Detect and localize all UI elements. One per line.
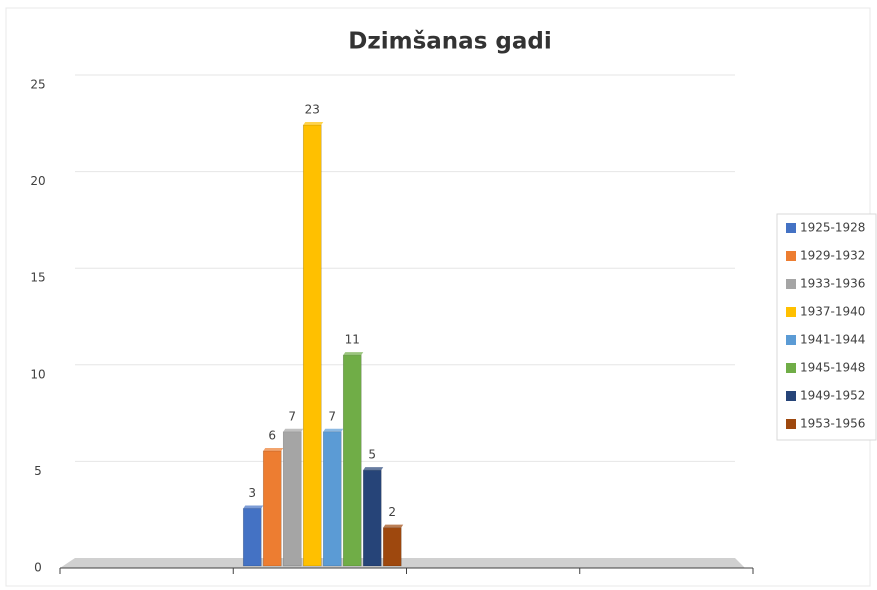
- legend-swatch: [786, 363, 796, 373]
- legend-label: 1953-1956: [800, 417, 865, 431]
- legend-label: 1929-1932: [800, 249, 865, 263]
- data-label: 5: [368, 448, 376, 462]
- legend-swatch: [786, 279, 796, 289]
- data-label: 6: [268, 428, 276, 442]
- y-tick-label: 10: [30, 367, 45, 381]
- data-label: 7: [328, 409, 336, 423]
- bar-cap: [383, 524, 404, 528]
- y-tick-label: 0: [34, 561, 42, 575]
- data-label: 3: [248, 486, 256, 500]
- y-tick-label: 20: [30, 174, 45, 188]
- legend-swatch: [786, 335, 796, 345]
- bar-cap: [283, 428, 304, 432]
- bar-cap: [343, 352, 364, 356]
- legend-swatch: [786, 307, 796, 317]
- legend-swatch: [786, 223, 796, 233]
- bar: [382, 527, 402, 567]
- bar-cap: [303, 122, 324, 125]
- data-label: 7: [288, 409, 296, 423]
- legend-label: 1941-1944: [800, 333, 865, 347]
- bar: [322, 431, 342, 567]
- legend-swatch: [786, 419, 796, 429]
- bar: [362, 469, 382, 567]
- bar: [302, 124, 322, 567]
- data-label: 2: [388, 505, 396, 519]
- floor: [60, 558, 745, 568]
- bar-cap: [363, 467, 384, 471]
- bar: [342, 354, 362, 567]
- data-label: 11: [345, 333, 360, 347]
- y-tick-label: 25: [30, 78, 45, 92]
- chart-title: Dzimšanas gadi: [348, 29, 551, 55]
- legend-label: 1949-1952: [800, 389, 865, 403]
- bar: [282, 431, 302, 567]
- legend-swatch: [786, 391, 796, 401]
- legend-label: 1945-1948: [800, 361, 865, 375]
- y-tick-label: 15: [30, 271, 45, 285]
- bar-cap: [263, 447, 284, 451]
- data-label: 23: [305, 103, 320, 117]
- bar-cap: [323, 428, 344, 432]
- legend-label: 1933-1936: [800, 277, 865, 291]
- legend-label: 1925-1928: [800, 221, 865, 235]
- legend-swatch: [786, 251, 796, 261]
- bar: [262, 450, 282, 567]
- legend-label: 1937-1940: [800, 305, 865, 319]
- y-tick-label: 5: [34, 464, 42, 478]
- bar-cap: [243, 505, 264, 509]
- bar: [242, 508, 262, 567]
